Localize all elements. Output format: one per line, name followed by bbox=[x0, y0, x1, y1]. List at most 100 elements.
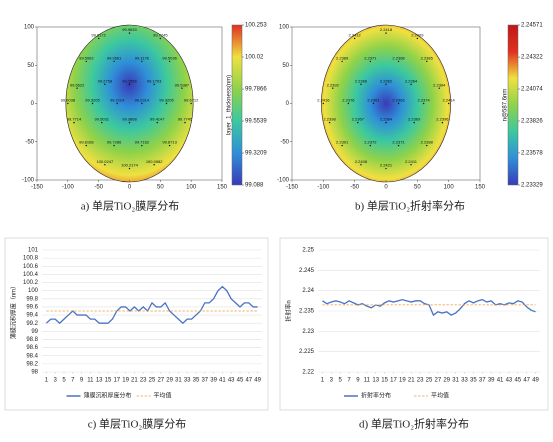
x-tick-label: 45 bbox=[514, 378, 521, 384]
point-value: 99.7714 bbox=[67, 117, 82, 122]
point-value: 99.9633 bbox=[122, 27, 137, 32]
y-tick-label: 99.6 bbox=[26, 305, 38, 311]
measure-point bbox=[153, 164, 155, 166]
panel-border bbox=[279, 237, 549, 411]
x-tick-label: 29 bbox=[443, 378, 450, 384]
y-axis-label: 薄膜沉积厚度（nm） bbox=[10, 283, 18, 339]
x-tick-label: 39 bbox=[488, 378, 495, 384]
point-value: 2.2362 bbox=[380, 78, 393, 83]
y-tick-label: 100 bbox=[24, 25, 35, 31]
x-tick-label: 3 bbox=[54, 378, 58, 384]
point-value: 2.2367 bbox=[352, 117, 365, 122]
measure-point bbox=[438, 87, 440, 89]
x-tick-label: 43 bbox=[506, 378, 513, 384]
point-value: 99.6038 bbox=[61, 98, 76, 103]
point-value: 2.2421 bbox=[380, 163, 393, 168]
point-value: 2.2372 bbox=[364, 140, 377, 145]
measure-point bbox=[426, 60, 428, 63]
y-tick-label: 98.2 bbox=[26, 361, 38, 367]
measure-point bbox=[168, 60, 171, 63]
measure-point bbox=[190, 102, 192, 105]
caption: c) 单层TiO₂膜厚分布 bbox=[88, 418, 186, 431]
measure-point bbox=[332, 87, 334, 89]
x-tick-label: -100 bbox=[317, 185, 330, 191]
measure-point bbox=[416, 37, 419, 40]
x-tick-label: 39 bbox=[210, 378, 217, 384]
measure-point bbox=[341, 144, 343, 147]
measure-point bbox=[101, 121, 103, 124]
measure-point bbox=[441, 121, 444, 124]
y-tick-label: 101 bbox=[28, 248, 39, 254]
x-tick-label: 47 bbox=[245, 378, 252, 384]
y-tick-label: -50 bbox=[25, 139, 34, 145]
measure-point bbox=[128, 83, 131, 86]
measure-point bbox=[413, 121, 415, 124]
measure-point bbox=[184, 121, 186, 124]
colorbar-tick-label: 99.7866 bbox=[245, 87, 267, 93]
measure-point bbox=[181, 87, 183, 89]
x-tick-label: 9 bbox=[80, 378, 84, 384]
measure-point bbox=[76, 87, 78, 89]
measure-point bbox=[385, 121, 387, 124]
point-value: 100.0982 bbox=[146, 159, 163, 164]
x-tick-label: 31 bbox=[175, 378, 182, 384]
measure-point bbox=[128, 32, 131, 34]
x-tick-label: 5 bbox=[62, 378, 66, 384]
measure-point bbox=[410, 164, 412, 166]
caption: a) 单层TiO₂膜厚分布 bbox=[81, 200, 179, 213]
y-tick-label: 98.6 bbox=[26, 345, 38, 351]
point-value: 2.2385 bbox=[421, 55, 434, 60]
point-value: 2.2389 bbox=[336, 55, 349, 60]
measure-point bbox=[422, 102, 425, 105]
point-value: 99.4147 bbox=[150, 117, 165, 122]
point-value: 99.5962 bbox=[79, 55, 94, 60]
measure-point bbox=[426, 144, 428, 147]
point-value: 2.2364 bbox=[380, 117, 393, 122]
measure-point bbox=[159, 37, 162, 40]
x-tick-label: 15 bbox=[105, 378, 112, 384]
point-value: 2.2416 bbox=[317, 98, 330, 103]
measure-point bbox=[113, 144, 115, 147]
y-tick-label: 2.235 bbox=[299, 309, 315, 315]
point-value: 99.3868 bbox=[122, 117, 137, 122]
point-value: 99.7286 bbox=[107, 140, 122, 145]
x-tick-label: 27 bbox=[157, 378, 164, 384]
x-tick-label: 25 bbox=[149, 378, 156, 384]
x-tick-label: 33 bbox=[184, 378, 191, 384]
measure-point bbox=[141, 60, 143, 63]
panel-border bbox=[4, 237, 269, 411]
point-value: 2.2411 bbox=[405, 159, 418, 164]
y-tick-label: 100.4 bbox=[23, 272, 39, 278]
measure-point bbox=[128, 121, 131, 124]
y-tick-label: 0 bbox=[31, 101, 35, 107]
x-tick-label: 49 bbox=[254, 378, 261, 384]
colorbar-label: layer_1_thickness(nm) bbox=[227, 75, 233, 135]
x-tick-label: 1 bbox=[321, 378, 325, 384]
colorbar-tick-label: 2.23578 bbox=[521, 151, 543, 157]
x-tick-label: 3 bbox=[330, 378, 334, 384]
measure-point bbox=[104, 164, 106, 166]
x-tick-label: 37 bbox=[479, 378, 486, 384]
x-tick-label: 45 bbox=[237, 378, 244, 384]
measure-point bbox=[369, 144, 372, 147]
y-tick-label: -100 bbox=[22, 178, 35, 184]
point-value: 99.5387 bbox=[175, 82, 190, 87]
x-tick-label: -150 bbox=[31, 185, 44, 191]
x-tick-label: 150 bbox=[475, 185, 486, 191]
measure-point bbox=[104, 83, 106, 86]
y-tick-label: 2.25 bbox=[302, 248, 314, 254]
point-value: 2.2376 bbox=[342, 98, 355, 103]
y-tick-label: 99 bbox=[31, 329, 38, 335]
x-tick-label: 11 bbox=[87, 378, 94, 384]
measure-point bbox=[360, 83, 362, 86]
point-value: 99.5036 bbox=[162, 55, 177, 60]
x-tick-label: 47 bbox=[523, 378, 530, 384]
x-tick-label: 29 bbox=[166, 378, 173, 384]
point-value: 2.2364 bbox=[405, 78, 418, 83]
x-tick-label: 9 bbox=[356, 378, 360, 384]
point-value: 2.2369 bbox=[408, 117, 421, 122]
measure-point bbox=[116, 102, 118, 105]
colorbar-tick-label: 2.23329 bbox=[521, 183, 543, 189]
point-value: 2.2361 bbox=[367, 98, 380, 103]
x-tick-label: 1 bbox=[45, 378, 49, 384]
